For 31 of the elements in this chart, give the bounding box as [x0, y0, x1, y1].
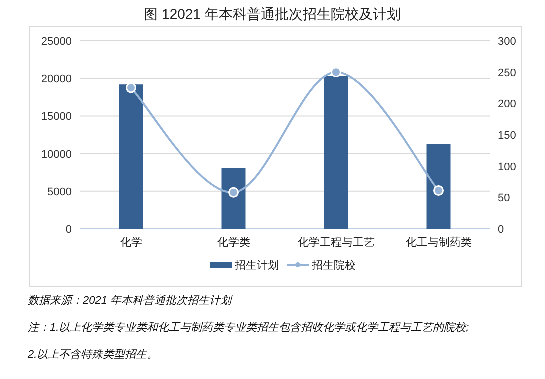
y2-tick-label: 100 [498, 161, 516, 174]
legend-label: 招生计划 [234, 259, 279, 272]
y2-tick-label: 300 [498, 36, 516, 48]
bar [324, 76, 348, 229]
point [434, 186, 444, 196]
legend-label: 招生院校 [311, 259, 356, 272]
y2-tick-label: 250 [498, 67, 516, 80]
bar [426, 144, 451, 229]
point [126, 82, 136, 94]
y-tick-label: 10000 [41, 148, 72, 161]
x-tick-label: 化工与制药类 [406, 236, 472, 249]
y2-tick-label: 150 [498, 130, 516, 142]
chart-title: 图 12021 年本科普通批次招生院校及计划 [144, 6, 401, 22]
y-tick-label: 5000 [48, 186, 72, 198]
bar [119, 84, 144, 229]
y-tick-label: 20000 [41, 74, 72, 86]
y-tick-label: 25000 [41, 36, 72, 48]
x-tick-label: 化学类 [217, 236, 250, 249]
x-tick-label: 化学 [120, 237, 142, 249]
text: 2.以上不含特殊类型招生。 [27, 348, 158, 361]
y-tick-label: 15000 [41, 111, 72, 124]
text: 注：1.以上化学类专业类和化工与制药类专业类招生包含招收化学或化学工程与工艺的院校; [28, 321, 470, 334]
y-tick-label: 0 [66, 224, 72, 236]
y2-tick-label: 0 [498, 224, 504, 236]
bar [222, 168, 246, 229]
point [331, 67, 342, 78]
point [228, 187, 239, 198]
source-note: 数据来源：2021 年本科普通批次招生计划 [28, 294, 234, 307]
x-tick-label: 化学工程与工艺 [298, 236, 375, 249]
y2-tick-label: 50 [498, 192, 510, 205]
y2-tick-label: 200 [498, 98, 516, 111]
